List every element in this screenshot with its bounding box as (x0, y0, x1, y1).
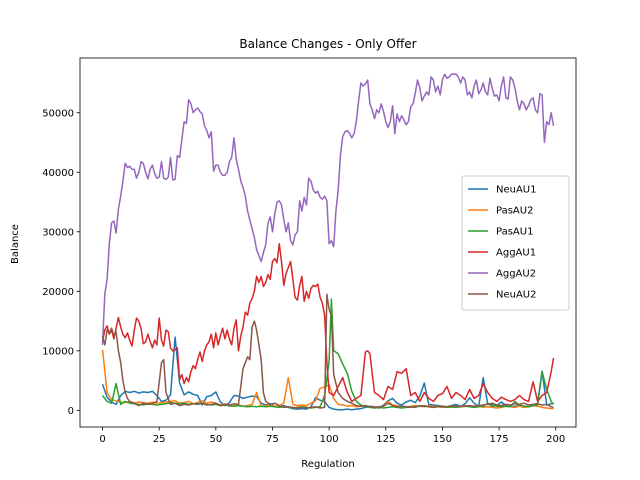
series-line-aggau1 (101, 242, 555, 403)
y-axis: 0 10000 20000 30000 40000 50000 (42, 108, 80, 417)
legend: NeuAU1 PasAU2 PasAU1 AggAU1 AggAU2 NeuAU2 (461, 175, 570, 311)
y-tick-label: 0 (68, 406, 74, 417)
y-tick-label: 20000 (42, 287, 74, 298)
x-tick-label: 125 (376, 434, 395, 445)
plot-frame (79, 57, 577, 428)
plot-area (79, 57, 577, 428)
x-tick-label: 0 (99, 434, 105, 445)
x-tick-label: 75 (266, 434, 279, 445)
legend-label-neuau2: NeuAU2 (496, 290, 537, 301)
x-tick-label: 100 (320, 434, 339, 445)
y-axis-label: Balance (10, 224, 21, 264)
legend-label-pasau2: PasAU2 (496, 206, 533, 217)
y-tick-label: 10000 (42, 346, 74, 357)
y-tick-label: 30000 (42, 227, 74, 238)
x-tick-label: 200 (546, 434, 565, 445)
y-tick-label: 40000 (42, 168, 74, 179)
series-line-aggau2 (101, 73, 555, 345)
legend-label-aggau1: AggAU1 (496, 248, 536, 259)
x-tick-label: 50 (209, 434, 222, 445)
x-tick-label: 175 (490, 434, 509, 445)
x-tick-label: 150 (433, 434, 452, 445)
legend-label-pasau1: PasAU1 (496, 227, 533, 238)
y-tick-label: 50000 (42, 108, 74, 119)
x-axis-label: Regulation (301, 459, 354, 470)
legend-label-neuau1: NeuAU1 (496, 185, 537, 196)
chart-title: Balance Changes - Only Offer (239, 37, 416, 51)
x-axis: 0 25 50 75 100 125 150 175 200 (99, 427, 565, 445)
series-line-neuau2 (101, 293, 554, 409)
x-tick-label: 25 (153, 434, 166, 445)
series-line-pasau1 (101, 298, 555, 409)
legend-box (461, 175, 570, 311)
legend-label-aggau2: AggAU2 (496, 269, 536, 280)
